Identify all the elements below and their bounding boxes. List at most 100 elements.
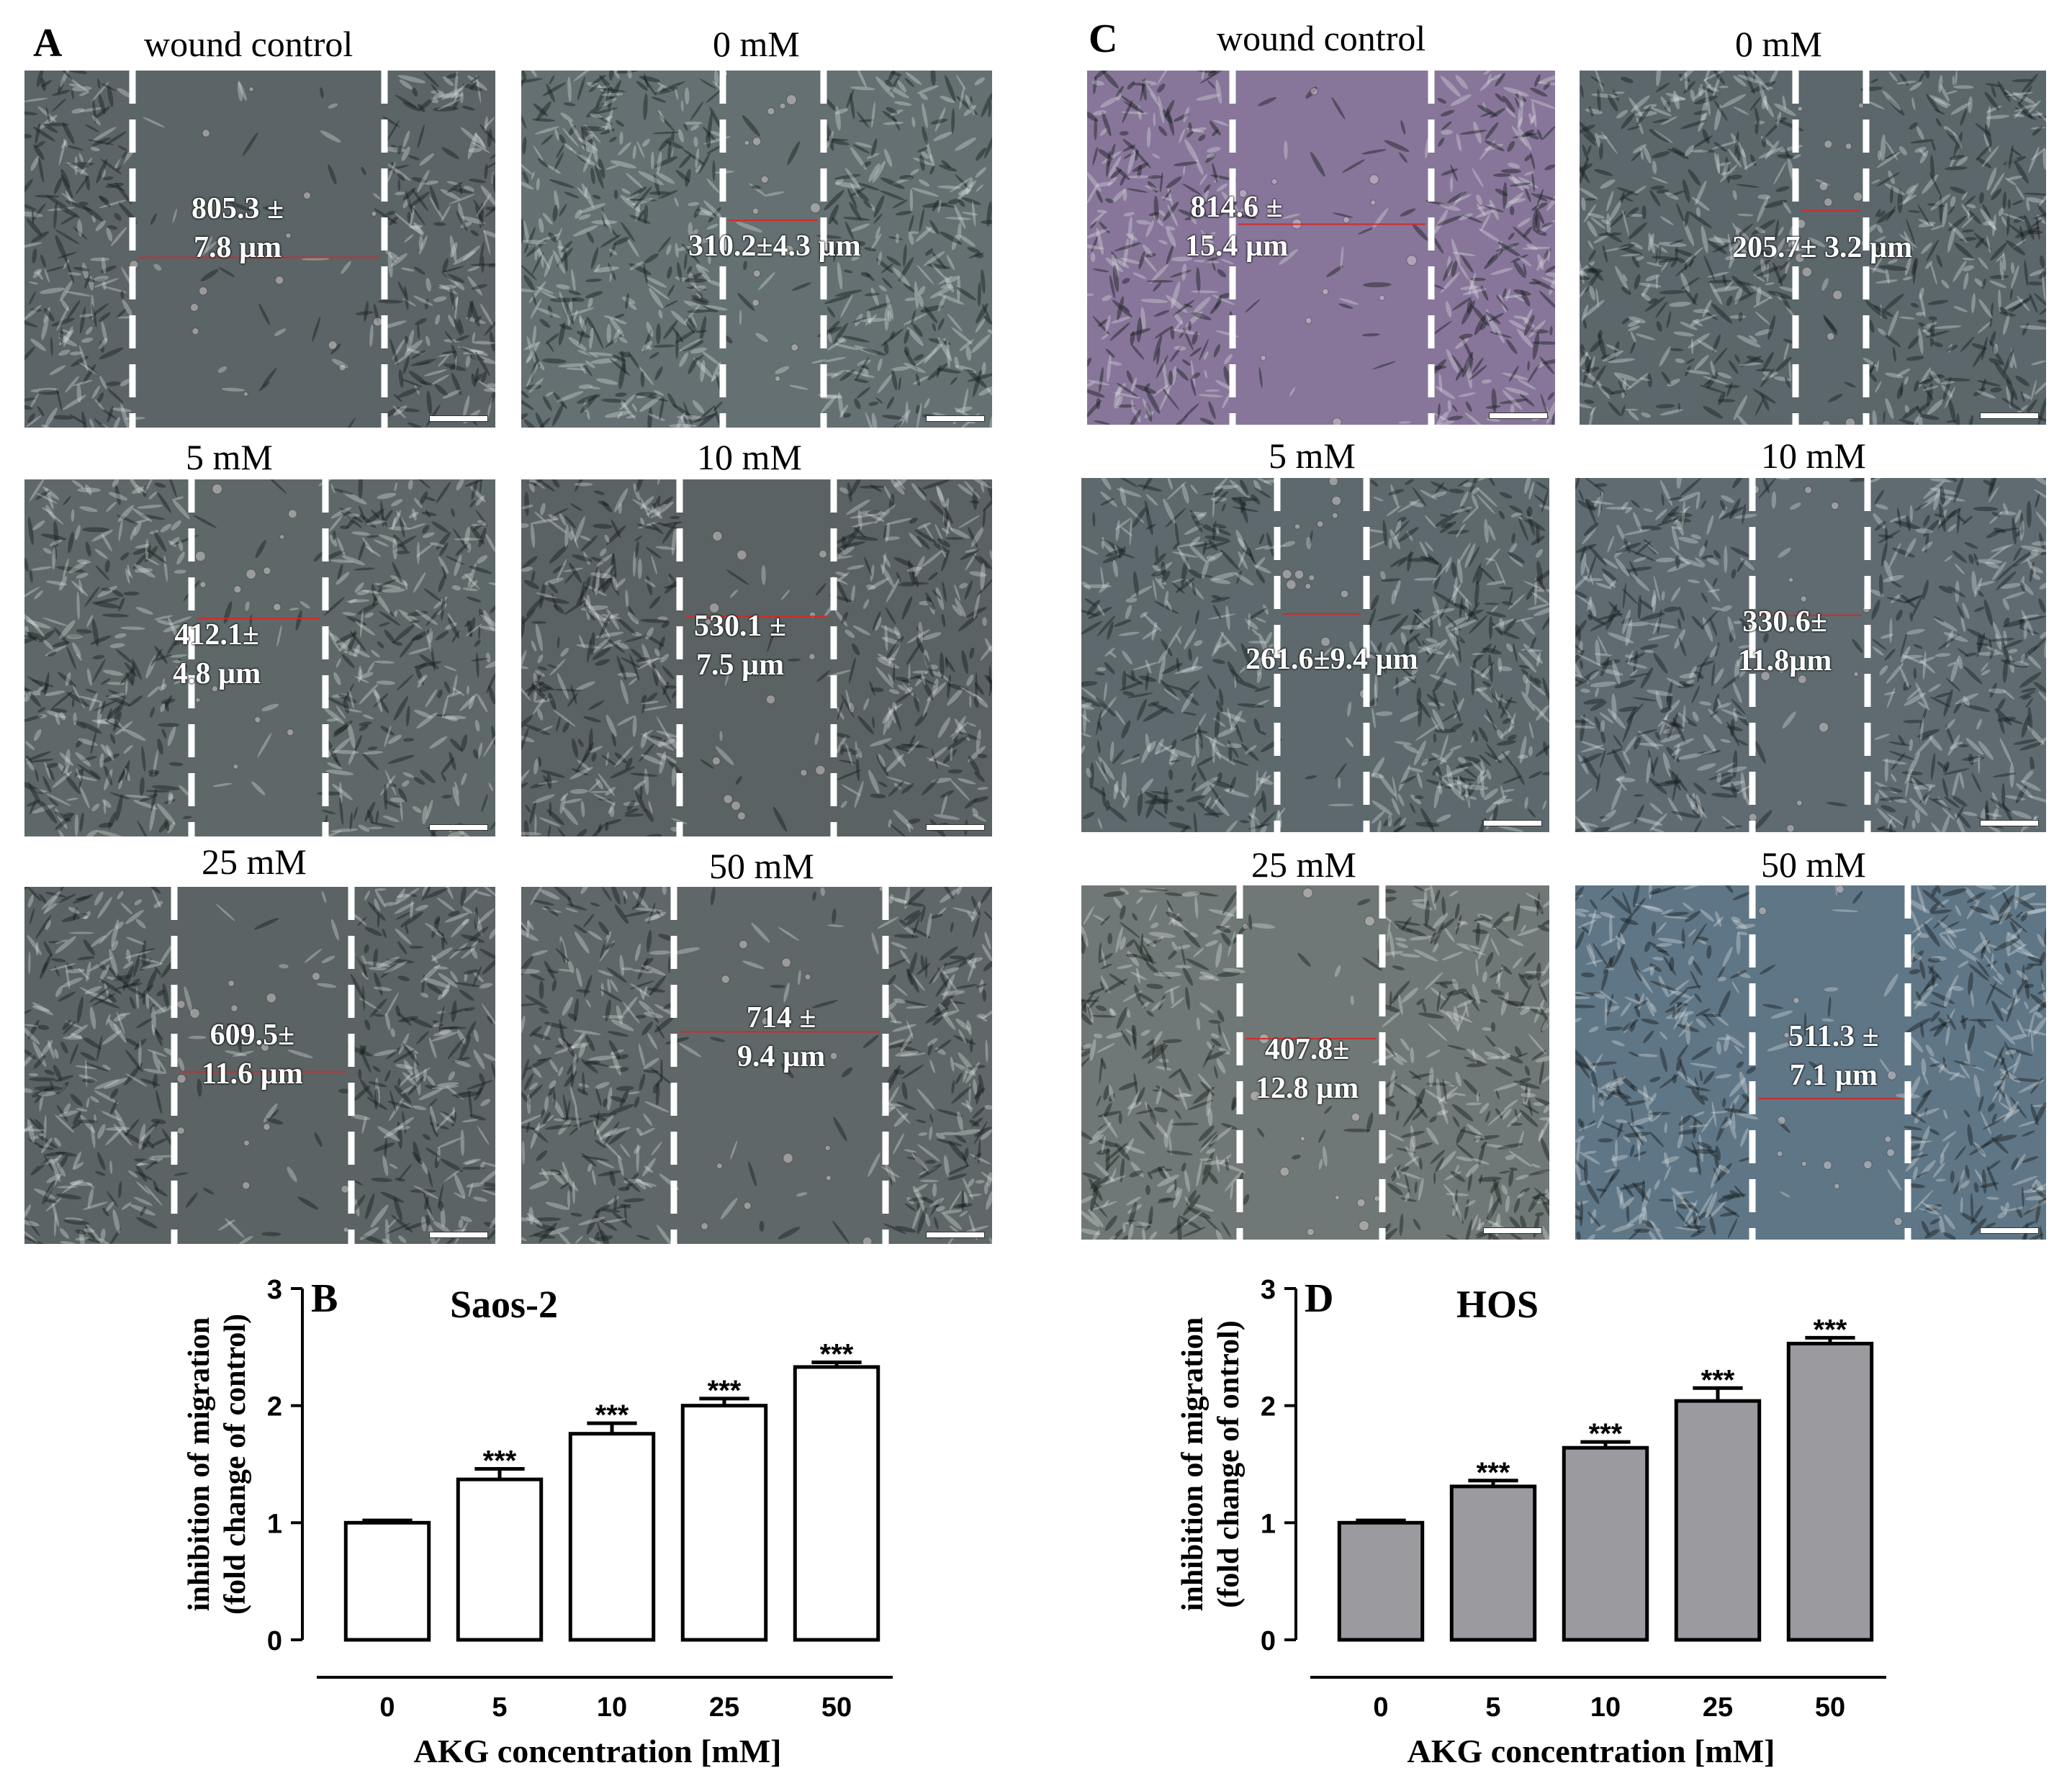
measure-line-1: 714 ± [746, 1001, 816, 1034]
x-tick-label: 10 [597, 1692, 627, 1723]
micrograph-a-wound-control: 805.3 ± 7.8 µm [24, 71, 495, 428]
micrograph-c-5mm: 261.6±9.4 µm [1081, 478, 1549, 832]
micrograph-a-5mm: 412.1± 4.8 µm [24, 479, 495, 836]
measure-label: 814.6 ± 15.4 µm [1185, 189, 1288, 266]
panel-label-c: C [1089, 17, 1118, 61]
c-title-50mm: 50 mM [1761, 844, 1866, 885]
micrograph-c-10mm: 330.6± 11.8µm [1575, 478, 2046, 832]
cell-texture [24, 71, 495, 428]
micrograph-a-50mm: 714 ± 9.4 µm [521, 887, 992, 1244]
significance-marker: *** [1701, 1364, 1735, 1396]
bar-25 [1674, 1399, 1762, 1642]
bar-25 [680, 1404, 768, 1642]
measure-line-1: 205.7± 3.2 µm [1732, 231, 1913, 264]
significance-marker: *** [1589, 1418, 1623, 1450]
micrograph-a-10mm: 530.1 ± 7.5 µm [521, 479, 992, 836]
bar-5 [1449, 1484, 1537, 1642]
measure-label: 609.5± 11.6 µm [202, 1016, 303, 1094]
measure-line-1: 330.6± [1742, 605, 1827, 639]
a-title-0mm: 0 mM [713, 24, 800, 64]
c-title-5mm: 5 mM [1269, 436, 1356, 476]
cell-texture [1580, 71, 2046, 425]
cell-texture [1081, 885, 1549, 1240]
bar-chart-saos2: 0 1 2 3 Saos-2 inhibition of migration(fold c… [183, 1275, 893, 1769]
x-tick-label: 50 [1815, 1692, 1845, 1723]
measure-label: 714 ± 9.4 µm [737, 999, 825, 1077]
significance-marker: *** [708, 1375, 742, 1407]
scale-bar [1483, 1227, 1542, 1234]
measure-line-1: 511.3 ± [1788, 1020, 1879, 1053]
x-tick-label: 0 [379, 1692, 395, 1723]
cell-texture [1087, 71, 1555, 425]
micrograph-c-25mm: 407.8± 12.8 µm [1081, 885, 1549, 1240]
a-title-wound-control: wound control [144, 24, 353, 64]
cell-texture [1575, 885, 2046, 1240]
bar-10 [568, 1432, 656, 1642]
cell-texture [24, 887, 495, 1244]
significance-marker: *** [1814, 1314, 1847, 1345]
measure-label: 412.1± 4.8 µm [173, 616, 261, 694]
bar-0 [343, 1520, 431, 1642]
measure-line-2: 7.5 µm [695, 648, 785, 682]
scale-bar [1980, 412, 2039, 419]
measure-line-1: 310.2±4.3 µm [688, 230, 861, 263]
y-axis-label: inhibition of migration(fold change of c… [183, 1314, 252, 1615]
y-tick-label: 0 [267, 1626, 282, 1656]
measure-line-2: 11.6 µm [202, 1057, 303, 1091]
cell-texture [1575, 478, 2046, 832]
significance-marker: *** [483, 1445, 517, 1477]
x-tick-label: 5 [1485, 1692, 1500, 1723]
c-title-0mm: 0 mM [1735, 24, 1822, 64]
x-tick-label: 5 [492, 1692, 507, 1723]
y-tick-label: 0 [1261, 1626, 1276, 1656]
scale-bar [429, 824, 488, 831]
y-tick-label: 3 [267, 1275, 282, 1305]
measure-line-2: 7.1 µm [1789, 1058, 1878, 1092]
cell-texture [521, 887, 992, 1244]
a-title-10mm: 10 mM [697, 437, 802, 477]
measure-label: 407.8± 12.8 µm [1256, 1031, 1359, 1109]
scale-bar [429, 415, 488, 422]
cell-texture [521, 71, 992, 428]
a-title-50mm: 50 mM [709, 846, 814, 886]
bar-50 [1786, 1341, 1874, 1642]
y-axis-label-line-2: (fold change of control) [219, 1314, 252, 1615]
scale-bar [429, 1232, 488, 1238]
bar-50 [793, 1365, 880, 1642]
x-tick-label: 10 [1590, 1692, 1621, 1723]
scale-bar [1489, 412, 1548, 419]
x-axis-label: AKG concentration [mM] [414, 1733, 782, 1769]
c-title-25mm: 25 mM [1251, 844, 1356, 885]
scale-bar [926, 824, 985, 831]
measure-label: 805.3 ± 7.8 µm [192, 190, 284, 268]
measure-label: 310.2±4.3 µm [688, 227, 861, 266]
measure-line-1: 530.1 ± [694, 610, 787, 643]
x-tick-label: 25 [1703, 1692, 1733, 1723]
y-axis-label-line-2: (fold change of ontrol) [1212, 1320, 1246, 1607]
y-tick-label: 1 [1261, 1509, 1276, 1539]
measure-label: 261.6±9.4 µm [1246, 641, 1418, 680]
scale-bar [1980, 820, 2039, 826]
micrograph-a-25mm: 609.5± 11.6 µm [24, 887, 495, 1244]
bar-chart-hos: 0 1 2 3 HOS inhibition of migration(fold chan… [1176, 1275, 1886, 1769]
chart-title: HOS [1456, 1283, 1539, 1326]
micrograph-a-0mm: 310.2±4.3 µm [521, 71, 992, 428]
scale-bar [926, 415, 985, 422]
c-title-wound-control: wound control [1217, 18, 1426, 58]
measure-line-1: 412.1± [174, 618, 259, 651]
x-tick-label: 50 [821, 1692, 852, 1723]
scale-bar [1980, 1227, 2039, 1234]
micrograph-c-50mm: 511.3 ± 7.1 µm [1575, 885, 2046, 1240]
significance-marker: *** [820, 1338, 854, 1370]
x-axis-label: AKG concentration [mM] [1407, 1733, 1775, 1769]
x-tick-label: 25 [709, 1692, 739, 1723]
measure-label: 205.7± 3.2 µm [1732, 229, 1912, 268]
measure-line-2: 9.4 µm [737, 1039, 826, 1073]
y-tick-label: 3 [1261, 1275, 1276, 1305]
y-tick-label: 2 [267, 1392, 282, 1422]
measure-line-1: 609.5± [210, 1019, 295, 1052]
chart-title: Saos-2 [450, 1283, 558, 1326]
y-axis-label-line-1: inhibition of migration [1176, 1317, 1210, 1611]
cell-texture [24, 479, 495, 836]
